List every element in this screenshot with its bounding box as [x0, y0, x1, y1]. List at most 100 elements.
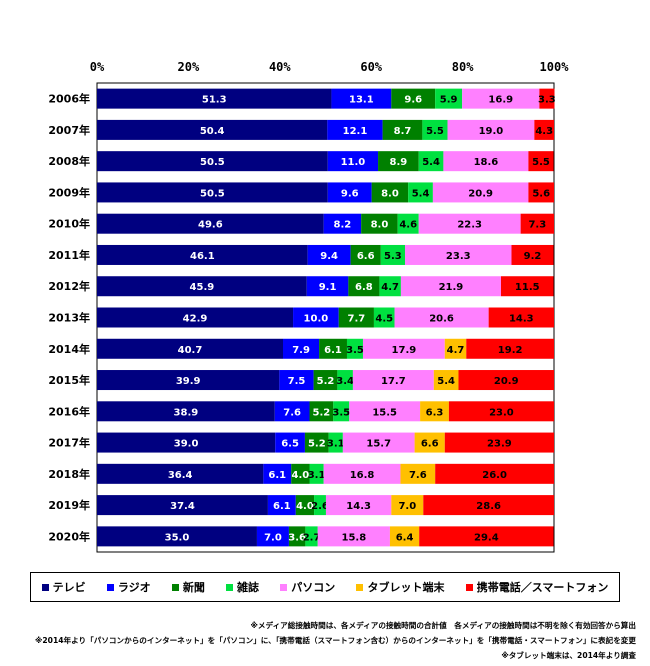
bar-segment — [405, 244, 512, 265]
legend-label: 新聞 — [182, 581, 205, 594]
bar-segment — [97, 88, 332, 109]
bar-value-label: 51.3 — [202, 95, 227, 106]
bar-segment — [466, 338, 554, 359]
bar-segment — [511, 244, 554, 265]
bar-segment — [267, 495, 296, 516]
bar-segment — [279, 370, 314, 391]
legend-label: 雑誌 — [237, 581, 260, 594]
bar-value-label: 6.6 — [421, 439, 439, 450]
bar-segment — [323, 463, 401, 484]
bar-value-label: 5.6 — [532, 188, 550, 199]
legend-item: テレビ — [41, 579, 86, 595]
x-tick-label: 40% — [269, 60, 291, 74]
legend-item: タブレット端末 — [356, 579, 444, 595]
bar-segment — [444, 338, 467, 359]
bar-segment — [488, 307, 554, 328]
bar-value-label: 8.2 — [334, 220, 352, 231]
bar-value-label: 20.9 — [494, 376, 519, 387]
bar-segment — [534, 119, 554, 140]
year-label: 2020年 — [48, 529, 90, 543]
bar-value-label: 21.9 — [439, 282, 464, 293]
bar-value-label: 17.7 — [381, 376, 406, 387]
bar-value-label: 4.0 — [292, 470, 310, 481]
bar-segment — [422, 119, 448, 140]
bar-value-label: 23.3 — [446, 251, 471, 262]
bar-segment — [327, 182, 372, 203]
footnote-1: ※メディア総接触時間は、各メディアの接触時間の合計値 各メディアの接触時間は不明… — [250, 621, 636, 630]
bar-value-label: 50.5 — [200, 188, 225, 199]
bar-value-label: 29.4 — [474, 532, 499, 543]
year-label: 2018年 — [48, 467, 90, 481]
bar-value-label: 19.2 — [498, 345, 523, 356]
bar-value-label: 3.1 — [308, 470, 326, 481]
legend-item: 携帯電話／スマートフォン — [465, 579, 609, 595]
bar-segment — [97, 338, 283, 359]
bar-segment — [435, 88, 463, 109]
bar-segment — [314, 495, 326, 516]
bar-value-label: 5.4 — [437, 376, 455, 387]
bar-segment — [435, 463, 554, 484]
bar-segment — [97, 182, 328, 203]
bar-segment — [288, 526, 306, 547]
bar-value-label: 6.6 — [357, 251, 375, 262]
bar-segment — [414, 432, 445, 453]
bar-value-label: 38.9 — [174, 407, 199, 418]
bar-segment — [293, 307, 339, 328]
legend-label: 携帯電話／スマートフォン — [476, 581, 609, 594]
bar-value-label: 7.0 — [398, 501, 416, 512]
bar-value-label: 37.4 — [170, 501, 195, 512]
legend-swatch — [171, 583, 179, 591]
stacked-bar-chart: 0% 20% 40% 60% 80% 100% 2006年 51.3 13.1 9.6 5.9 16.… — [48, 60, 569, 553]
bar-value-label: 42.9 — [183, 314, 208, 325]
bar-value-label: 9.4 — [320, 251, 338, 262]
bar-value-label: 4.7 — [381, 282, 399, 293]
bar-segment — [97, 307, 294, 328]
bar-segment — [528, 151, 554, 172]
bar-segment — [323, 213, 362, 234]
bar-segment — [382, 119, 423, 140]
bar-value-label: 6.1 — [273, 501, 291, 512]
bar-segment — [309, 401, 334, 422]
bar-segment — [331, 88, 392, 109]
legend-swatch — [280, 583, 288, 591]
bar-segment — [432, 182, 529, 203]
legend-swatch — [106, 583, 114, 591]
bar-value-label: 6.8 — [355, 282, 373, 293]
bar-value-label: 5.5 — [532, 157, 550, 168]
bar-segment — [97, 244, 308, 265]
year-label: 2006年 — [48, 92, 90, 106]
bar-value-label: 6.5 — [281, 439, 299, 450]
bar-segment — [319, 338, 347, 359]
bar-value-label: 8.0 — [381, 188, 399, 199]
x-tick-label: 20% — [178, 60, 200, 74]
bar-value-label: 7.7 — [347, 314, 365, 325]
legend-item: パソコン — [280, 579, 335, 595]
bar-segment — [274, 401, 310, 422]
bar-value-label: 5.2 — [308, 439, 326, 450]
footnote-2: ※2014年より「パソコンからのインターネット」を「パソコン」に、「携帯電話（ス… — [35, 636, 636, 645]
bar-segment — [306, 276, 349, 297]
bar-segment — [337, 370, 353, 391]
bar-segment — [391, 495, 424, 516]
year-label: 2014年 — [48, 342, 90, 356]
year-label: 2016年 — [48, 404, 90, 418]
bar-segment — [325, 495, 392, 516]
bar-segment — [389, 526, 420, 547]
legend-item: 雑誌 — [226, 579, 259, 595]
bar-value-label: 4.7 — [447, 345, 465, 356]
bar-segment — [305, 526, 318, 547]
bar-value-label: 22.3 — [457, 220, 482, 231]
bar-segment — [97, 276, 307, 297]
bar-segment — [338, 307, 374, 328]
bar-value-label: 5.9 — [440, 95, 458, 106]
bar-value-label: 8.0 — [371, 220, 389, 231]
bar-segment — [342, 432, 415, 453]
bar-value-label: 17.9 — [392, 345, 417, 356]
legend-swatch — [356, 583, 364, 591]
bar-value-label: 8.9 — [390, 157, 408, 168]
bar-segment — [380, 244, 406, 265]
legend-swatch — [465, 583, 473, 591]
year-label: 2009年 — [48, 185, 90, 199]
bar-segment — [313, 370, 338, 391]
bar-segment — [97, 151, 328, 172]
